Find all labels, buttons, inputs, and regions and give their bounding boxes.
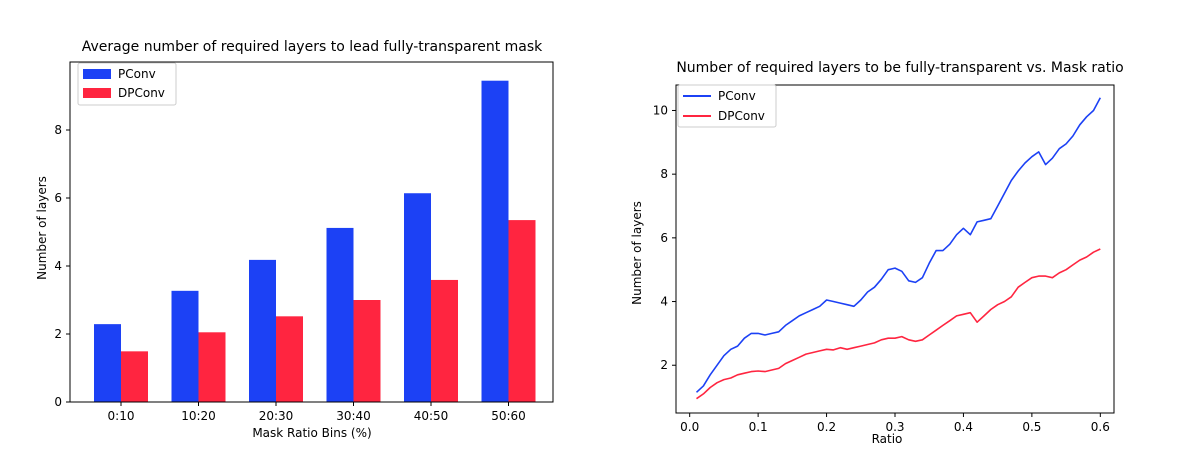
x-tick-label: 0.1 xyxy=(749,420,768,434)
line-series-dpconv xyxy=(696,248,1101,400)
x-tick-label: 30:40 xyxy=(336,409,371,423)
x-tick-label: 0.6 xyxy=(1091,420,1110,434)
bar-dpconv-10-20 xyxy=(198,332,226,402)
y-tick-label: 8 xyxy=(54,123,62,137)
line-chart-y-axis-label: Number of layers xyxy=(630,201,644,305)
bar-pconv-50-60 xyxy=(481,80,509,402)
bar-chart-y-axis-label: Number of layers xyxy=(35,176,49,280)
bar-legend-pconv-swatch xyxy=(83,69,111,79)
y-tick-label: 2 xyxy=(54,327,62,341)
x-tick-label: 50:60 xyxy=(491,409,526,423)
x-tick-label: 0.0 xyxy=(680,420,699,434)
x-tick-label: 20:30 xyxy=(259,409,294,423)
y-tick-label: 2 xyxy=(660,358,668,372)
line-legend-dpconv-label: DPConv xyxy=(718,109,765,123)
line-chart-x-axis-label: Ratio xyxy=(872,432,903,446)
bar-legend-dpconv-swatch xyxy=(83,88,111,98)
line-chart-frame xyxy=(675,84,1115,414)
x-tick-label: 0:10 xyxy=(108,409,135,423)
bar-pconv-40-50 xyxy=(404,193,431,402)
bar-dpconv-40-50 xyxy=(431,279,458,402)
y-tick-label: 8 xyxy=(660,167,668,181)
bar-chart-plot-area: 0:10 10:20 20:30 30:40 40:50 50:60 0 2 4 6 8 xyxy=(54,61,554,423)
bar-pconv-10-20 xyxy=(171,290,199,402)
bar-chart-title: Average number of required layers to lea… xyxy=(82,39,543,55)
x-tick-label: 0.2 xyxy=(817,420,836,434)
y-tick-label: 0 xyxy=(54,395,62,409)
line-legend-pconv-label: PConv xyxy=(718,89,756,103)
y-tick-label: 4 xyxy=(660,295,668,309)
bar-pconv-30-40 xyxy=(326,227,354,402)
line-series-pconv xyxy=(695,97,1102,393)
bar-chart: Average number of required layers to lea… xyxy=(35,39,554,440)
line-chart-legend: PConv DPConv xyxy=(677,84,777,128)
bar-chart-frame xyxy=(69,61,554,403)
x-tick-label: 0.4 xyxy=(954,420,973,434)
y-tick-label: 6 xyxy=(660,231,668,245)
bar-legend-pconv-label: PConv xyxy=(118,67,156,81)
line-chart: Number of required layers to be fully-tr… xyxy=(630,60,1124,446)
y-tick-label: 6 xyxy=(54,191,62,205)
bar-pconv-0-10 xyxy=(94,324,121,402)
x-tick-label: 40:50 xyxy=(414,409,449,423)
y-tick-label: 4 xyxy=(54,259,62,273)
bar-dpconv-30-40 xyxy=(353,300,381,402)
bar-dpconv-20-30 xyxy=(276,316,303,402)
line-chart-title: Number of required layers to be fully-tr… xyxy=(676,60,1123,76)
bar-dpconv-0-10 xyxy=(121,351,148,402)
x-tick-label: 0.5 xyxy=(1022,420,1041,434)
x-tick-label: 10:20 xyxy=(181,409,216,423)
bar-chart-legend: PConv DPConv xyxy=(77,62,177,106)
bar-chart-x-axis-label: Mask Ratio Bins (%) xyxy=(252,426,371,440)
x-tick-label: 0.3 xyxy=(885,420,904,434)
bar-dpconv-50-60 xyxy=(508,220,536,402)
line-chart-plot-area: 0.0 0.1 0.2 0.3 0.4 0.5 0.6 2 4 6 8 10 xyxy=(653,84,1115,434)
bar-pconv-20-30 xyxy=(249,259,276,402)
bar-legend-dpconv-label: DPConv xyxy=(118,86,165,100)
y-tick-label: 10 xyxy=(653,103,668,117)
